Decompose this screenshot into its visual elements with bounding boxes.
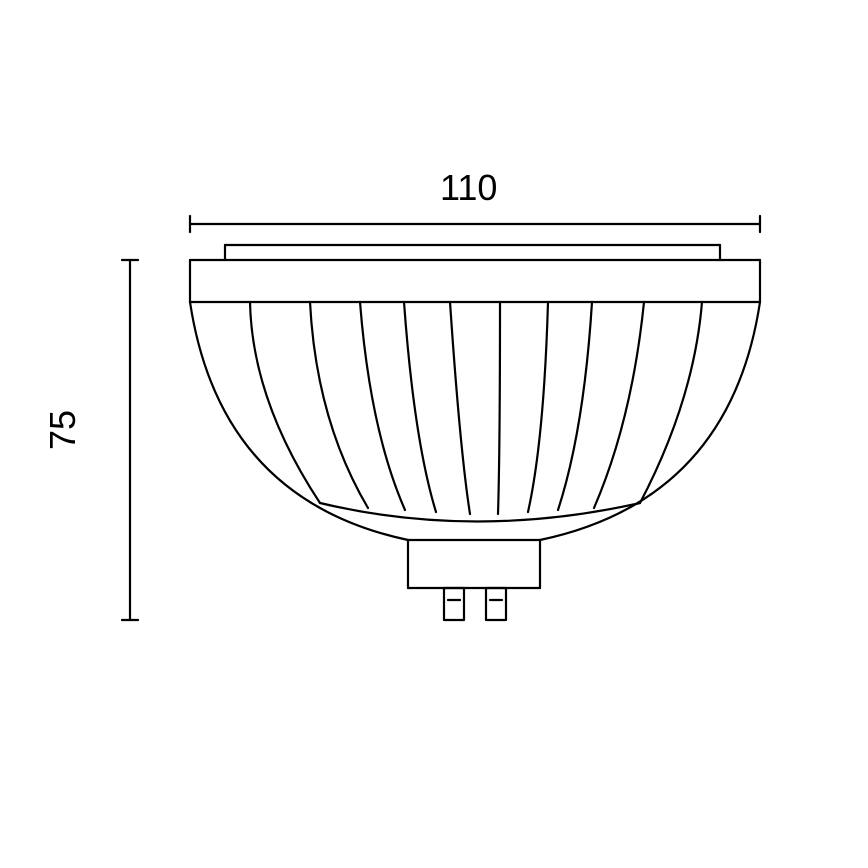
lamp-pins xyxy=(444,588,506,620)
dimension-height-label: 75 xyxy=(42,410,83,450)
lamp-rim xyxy=(190,260,760,302)
heatsink-fins xyxy=(250,302,702,522)
technical-drawing: 110 75 xyxy=(0,0,868,868)
lamp-top-cap xyxy=(225,245,720,260)
dimension-width-label: 110 xyxy=(440,167,497,208)
dimension-height xyxy=(122,260,138,620)
dimension-width xyxy=(190,216,760,232)
lamp-base xyxy=(408,540,540,588)
